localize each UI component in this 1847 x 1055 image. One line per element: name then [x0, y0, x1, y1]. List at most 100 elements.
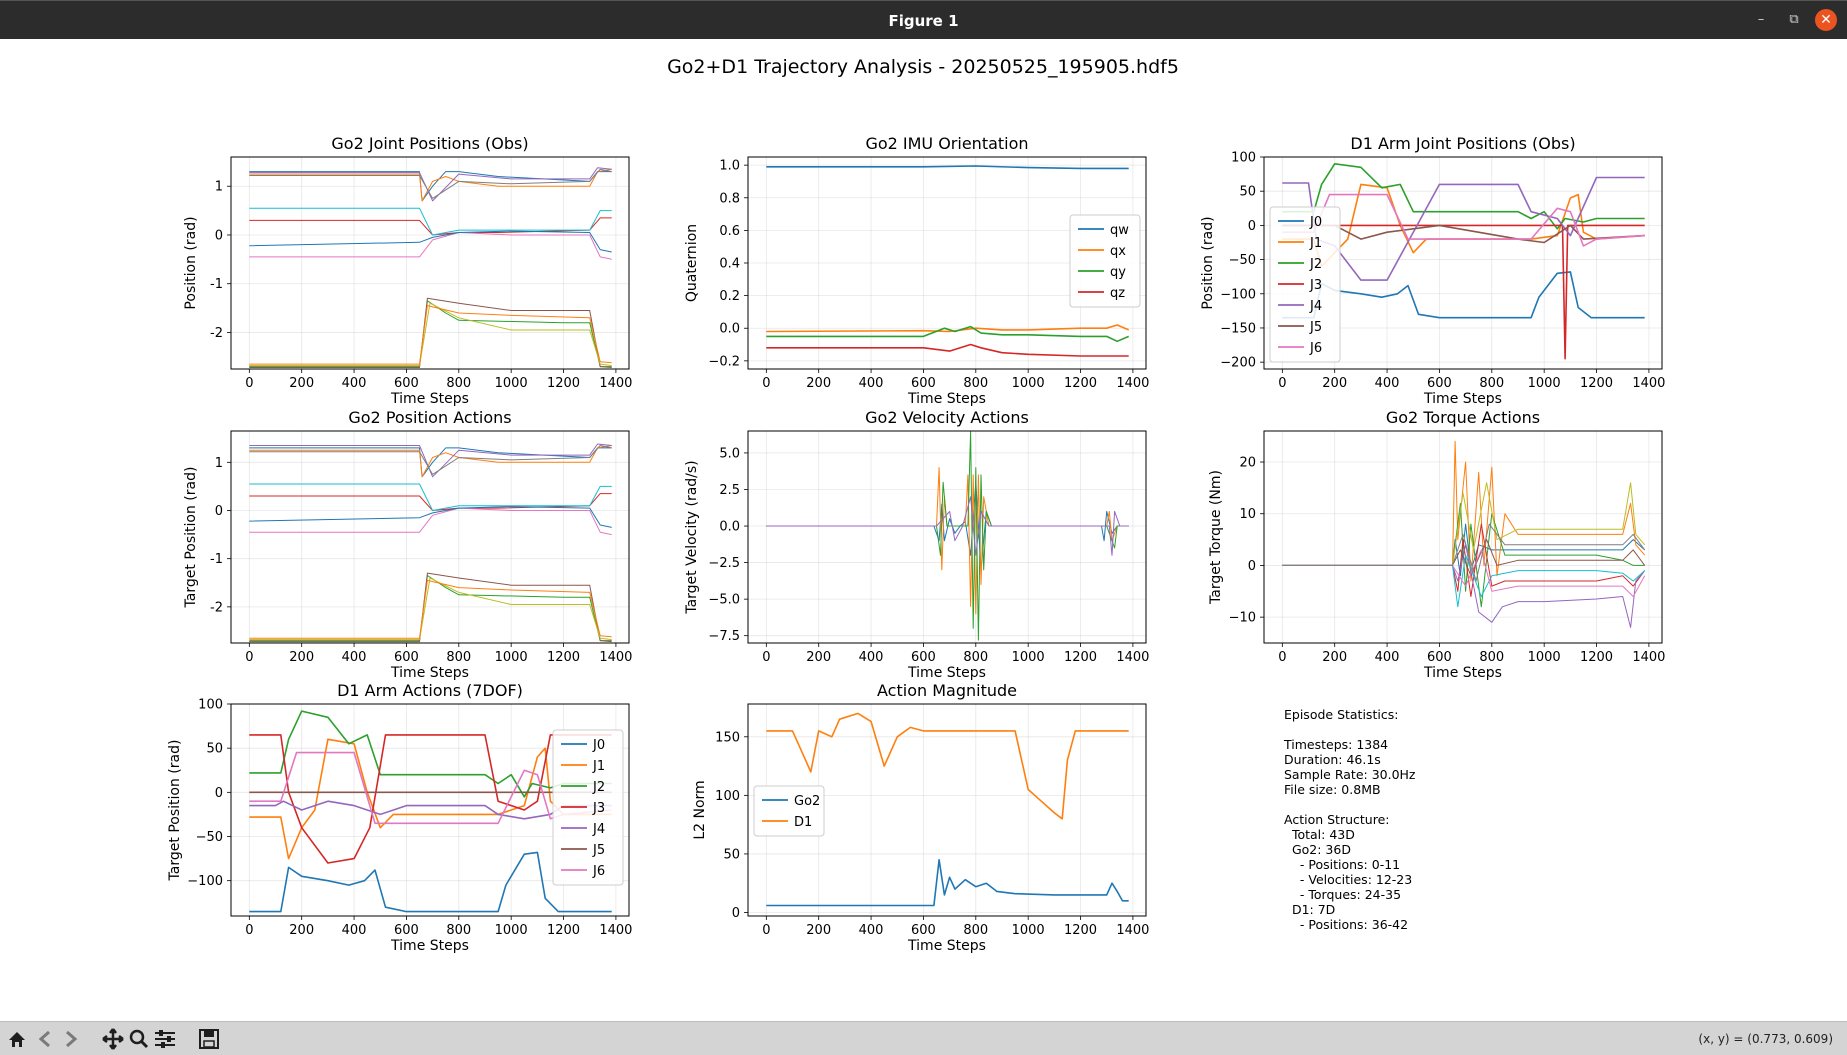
- legend-label: J0: [592, 738, 605, 753]
- axes-frame: [230, 156, 630, 370]
- chart-d1_joint_pos: 0 200 400 600 800 1000 1200 1400−200−150−100−50…: [1200, 134, 1665, 407]
- y-tick-label: 0: [1248, 219, 1256, 234]
- x-tick-label: 0: [762, 923, 770, 938]
- x-tick-label: 400: [1375, 650, 1400, 665]
- chart-title: Go2 Position Actions: [348, 408, 511, 427]
- forward-icon[interactable]: [58, 1027, 84, 1051]
- close-icon[interactable]: ✕: [1815, 9, 1837, 31]
- home-icon[interactable]: [4, 1027, 30, 1051]
- series-line-j6: [249, 751, 612, 825]
- legend-label: J3: [1309, 278, 1322, 293]
- series-line-3: [1282, 523, 1646, 597]
- stats-line: Sample Rate: 30.0Hz: [1284, 767, 1416, 782]
- legend-label: J3: [592, 801, 605, 816]
- legend-frame: [753, 785, 825, 837]
- y-tick-label: 100: [198, 698, 223, 713]
- legend-label: qx: [1110, 244, 1126, 259]
- x-axis-label: Time Steps: [907, 938, 986, 954]
- x-tick-label: 600: [1427, 650, 1452, 665]
- series-line-4: [249, 443, 612, 478]
- legend-label: J1: [592, 759, 605, 774]
- axes-frame: [1263, 156, 1663, 370]
- x-tick-label: 1400: [1116, 650, 1149, 665]
- x-tick-label: 0: [762, 650, 770, 665]
- y-tick-label: 1: [215, 456, 223, 471]
- chart-action_magnitude: 0 200 400 600 800 1000 1200 1400 0 50 100 150 Action…: [692, 681, 1149, 954]
- series-line-11: [249, 305, 612, 365]
- series-line-j3: [249, 734, 612, 864]
- y-tick-label: 100: [1231, 151, 1256, 166]
- series-line-6: [249, 507, 612, 536]
- legend-label: J4: [1309, 299, 1322, 314]
- series-line-8: [249, 577, 612, 641]
- chart-title: Go2 Velocity Actions: [865, 408, 1029, 427]
- legend-frame: [1269, 206, 1341, 363]
- x-tick-label: 600: [394, 376, 419, 391]
- chart-title: Go2 Torque Actions: [1386, 408, 1540, 427]
- x-tick-label: 400: [342, 376, 367, 391]
- series-line-10: [249, 230, 612, 253]
- x-tick-label: 1400: [599, 923, 632, 938]
- series-group: [766, 712, 1129, 907]
- zoom-icon[interactable]: [126, 1027, 152, 1051]
- x-tick-label: 1200: [1064, 923, 1097, 938]
- x-tick-label: 800: [446, 650, 471, 665]
- x-tick-label: 1200: [547, 650, 580, 665]
- save-icon[interactable]: [196, 1027, 222, 1051]
- series-line-qw: [766, 165, 1129, 170]
- stats-line: - Positions: 36-42: [1284, 917, 1408, 932]
- series-group: [249, 443, 612, 643]
- y-tick-label: −2.5: [708, 556, 740, 571]
- minimize-icon[interactable]: –: [1757, 12, 1765, 27]
- legend-label: qz: [1110, 286, 1125, 301]
- axes-frame: [747, 703, 1147, 917]
- series-line-7: [249, 168, 612, 199]
- x-tick-label: 1000: [495, 376, 528, 391]
- y-tick-label: 50: [723, 847, 740, 862]
- x-tick-label: 1200: [1064, 650, 1097, 665]
- y-tick-label: 50: [1239, 185, 1256, 200]
- y-tick-label: 10: [1239, 507, 1256, 522]
- legend-frame: [552, 729, 624, 886]
- x-tick-label: 600: [911, 650, 936, 665]
- configure-subplots-icon[interactable]: [152, 1027, 178, 1051]
- y-axis-label: L2 Norm: [692, 780, 708, 839]
- stats-line: - Positions: 0-11: [1284, 857, 1400, 872]
- legend-label: J6: [592, 864, 605, 879]
- window-title: Figure 1: [888, 12, 959, 30]
- series-line-10: [249, 506, 612, 528]
- series-line-6: [1282, 482, 1646, 566]
- series-line-2: [766, 431, 1129, 641]
- x-tick-label: 1000: [1528, 376, 1561, 391]
- y-tick-label: 0.6: [719, 224, 740, 239]
- series-line-go2: [766, 859, 1129, 907]
- plot-area: [748, 431, 1146, 643]
- x-tick-label: 0: [245, 650, 253, 665]
- back-icon[interactable]: [32, 1027, 58, 1051]
- x-tick-label: 600: [1427, 376, 1452, 391]
- x-axis-label: Time Steps: [1423, 391, 1502, 407]
- x-tick-label: 1400: [1116, 923, 1149, 938]
- x-axis-label: Time Steps: [390, 665, 469, 681]
- series-group: [766, 165, 1130, 357]
- y-tick-label: −5.0: [708, 593, 740, 608]
- chart-title: Go2 IMU Orientation: [865, 134, 1028, 153]
- series-group: [249, 710, 612, 913]
- x-tick-label: 200: [289, 650, 314, 665]
- x-tick-label: 1000: [1012, 650, 1045, 665]
- stats-line: Action Structure:: [1284, 812, 1389, 827]
- x-tick-label: 600: [911, 923, 936, 938]
- series-line-9: [1282, 523, 1646, 582]
- pan-icon[interactable]: [100, 1027, 126, 1051]
- y-tick-label: 0: [215, 786, 223, 801]
- maximize-icon[interactable]: ⧉: [1789, 12, 1799, 27]
- y-tick-label: -2: [210, 600, 223, 615]
- chart-go2_vel_actions: 0 200 400 600 800 1000 1200 1400 −7.5 −5.0 −2.5 0.0…: [684, 408, 1149, 681]
- legend-label: J6: [1309, 341, 1322, 356]
- series-line-5: [1282, 539, 1646, 577]
- legend-label: J5: [592, 843, 605, 858]
- series-line-8: [249, 302, 612, 367]
- x-tick-label: 1200: [1064, 376, 1097, 391]
